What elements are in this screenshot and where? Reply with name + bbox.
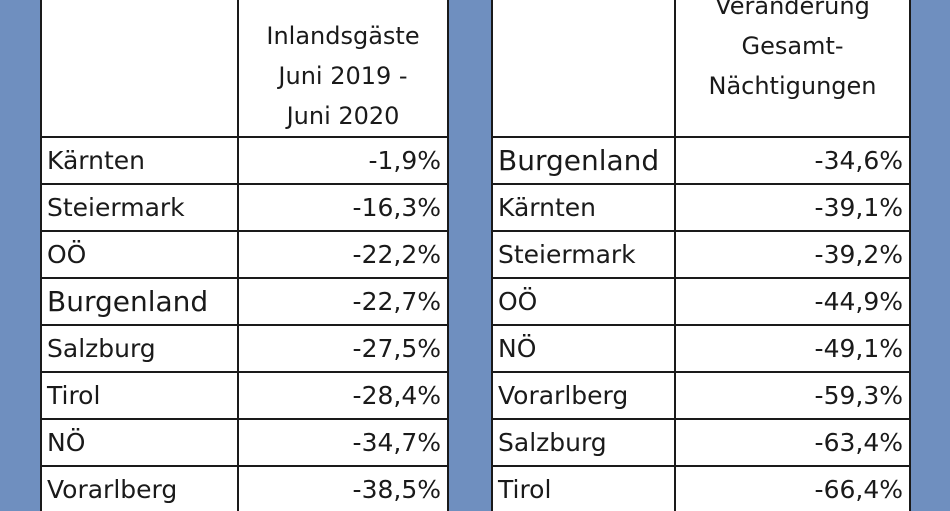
value-cell: -59,3% bbox=[674, 372, 909, 420]
inlandsgaeste-table: Inlandsgäste Juni 2019 - Juni 2020 Kärnt… bbox=[40, 0, 449, 511]
table-row: Kärnten -1,9% bbox=[42, 137, 447, 185]
region-cell: Kärnten bbox=[493, 184, 675, 232]
header-line: Nächtigungen bbox=[708, 72, 877, 100]
value-cell: -34,7% bbox=[237, 419, 447, 467]
table-row: Burgenland -34,6% bbox=[493, 137, 909, 185]
value-cell: -49,1% bbox=[674, 325, 909, 373]
table-row: Tirol -66,4% bbox=[493, 466, 909, 511]
value-cell: -22,7% bbox=[237, 278, 447, 326]
header-empty-cell bbox=[42, 0, 238, 138]
table-row: Salzburg -27,5% bbox=[42, 325, 447, 373]
value-cell: -39,2% bbox=[674, 231, 909, 279]
region-cell: NÖ bbox=[42, 419, 238, 467]
region-cell: Burgenland bbox=[42, 278, 238, 326]
table-row: Steiermark -16,3% bbox=[42, 184, 447, 232]
table-row: OÖ -22,2% bbox=[42, 231, 447, 279]
value-cell: -28,4% bbox=[237, 372, 447, 420]
table-row: NÖ -49,1% bbox=[493, 325, 909, 373]
region-cell: OÖ bbox=[42, 231, 238, 279]
value-cell: -22,2% bbox=[237, 231, 447, 279]
region-cell: Salzburg bbox=[42, 325, 238, 373]
column-header: Veränderung Gesamt- Nächtigungen bbox=[674, 0, 909, 138]
table-row: Salzburg -63,4% bbox=[493, 419, 909, 467]
value-cell: -1,9% bbox=[237, 137, 447, 185]
value-cell: -44,9% bbox=[674, 278, 909, 326]
table-row: NÖ -34,7% bbox=[42, 419, 447, 467]
region-cell: Salzburg bbox=[493, 419, 675, 467]
region-cell: OÖ bbox=[493, 278, 675, 326]
value-cell: -38,5% bbox=[237, 466, 447, 511]
region-cell: Burgenland bbox=[493, 137, 675, 185]
region-cell: Tirol bbox=[493, 466, 675, 511]
table-row: Burgenland -22,7% bbox=[42, 278, 447, 326]
value-cell: -34,6% bbox=[674, 137, 909, 185]
table-row: Tirol -28,4% bbox=[42, 372, 447, 420]
header-line: Veränderung bbox=[715, 0, 870, 20]
column-header: Inlandsgäste Juni 2019 - Juni 2020 bbox=[237, 0, 447, 138]
header-empty-cell bbox=[493, 0, 675, 138]
header-line: Juni 2019 - bbox=[278, 62, 408, 90]
header-line: Inlandsgäste bbox=[266, 22, 420, 50]
region-cell: Steiermark bbox=[42, 184, 238, 232]
value-cell: -63,4% bbox=[674, 419, 909, 467]
region-cell: Vorarlberg bbox=[493, 372, 675, 420]
table-row: Vorarlberg -59,3% bbox=[493, 372, 909, 420]
header-line: Juni 2020 bbox=[286, 102, 400, 130]
table-row: Steiermark -39,2% bbox=[493, 231, 909, 279]
value-cell: -39,1% bbox=[674, 184, 909, 232]
region-cell: Tirol bbox=[42, 372, 238, 420]
table-row: Vorarlberg -38,5% bbox=[42, 466, 447, 511]
table-row: OÖ -44,9% bbox=[493, 278, 909, 326]
inlandsgaeste-grid: Inlandsgäste Juni 2019 - Juni 2020 Kärnt… bbox=[42, 0, 447, 511]
table-row: Kärnten -39,1% bbox=[493, 184, 909, 232]
value-cell: -66,4% bbox=[674, 466, 909, 511]
table-header-row: Veränderung Gesamt- Nächtigungen bbox=[493, 0, 909, 138]
region-cell: Vorarlberg bbox=[42, 466, 238, 511]
region-cell: Kärnten bbox=[42, 137, 238, 185]
region-cell: NÖ bbox=[493, 325, 675, 373]
region-cell: Steiermark bbox=[493, 231, 675, 279]
value-cell: -16,3% bbox=[237, 184, 447, 232]
value-cell: -27,5% bbox=[237, 325, 447, 373]
gesamt-naechtigungen-grid: Veränderung Gesamt- Nächtigungen Burgenl… bbox=[493, 0, 909, 511]
header-line: Gesamt- bbox=[741, 32, 844, 60]
table-header-row: Inlandsgäste Juni 2019 - Juni 2020 bbox=[42, 0, 447, 138]
gesamt-naechtigungen-table: Veränderung Gesamt- Nächtigungen Burgenl… bbox=[491, 0, 911, 511]
